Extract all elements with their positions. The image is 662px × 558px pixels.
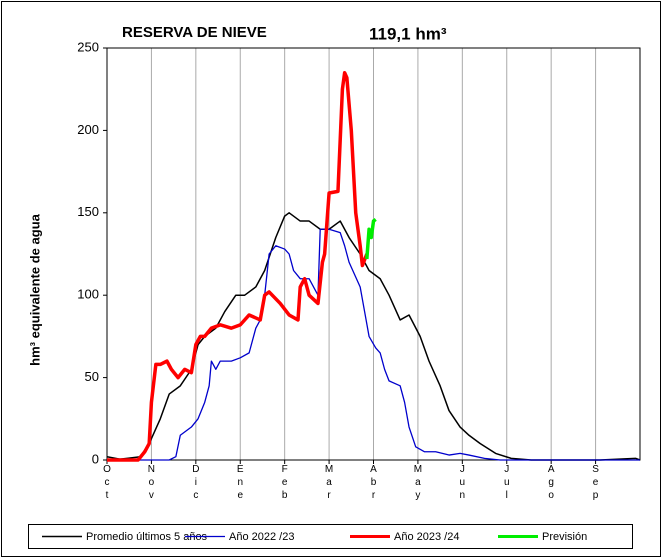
x-tick-label: Feb [279, 464, 290, 503]
x-tick-label: Ene [235, 464, 246, 503]
chart-title: RESERVA DE NIEVE [122, 24, 267, 41]
x-tick-label: Jul [501, 464, 512, 503]
series-line [107, 70, 369, 462]
y-tick-label: 50 [85, 369, 99, 384]
y-tick-label: 200 [77, 122, 99, 137]
x-tick-label: Oct [102, 464, 113, 503]
x-tick-label: Jun [457, 464, 468, 503]
y-tick-label: 100 [77, 287, 99, 302]
legend-label: Año 2023 /24 [394, 531, 459, 543]
x-tick-label: Abr [368, 464, 379, 503]
x-tick-label: Nov [146, 464, 157, 503]
chart-subtitle: 119,1 hm³ [369, 24, 447, 43]
plot-area [106, 47, 641, 461]
y-axis-label: hm³ equivalente de agua [27, 213, 42, 365]
series-line [365, 217, 377, 260]
legend-label: Año 2022 /23 [229, 531, 294, 543]
legend-label: Previsión [542, 531, 587, 543]
y-tick-label: 250 [77, 39, 99, 54]
x-tick-label: Sep [590, 464, 601, 503]
x-tick-label: Dic [190, 464, 201, 503]
x-tick-label: May [412, 464, 423, 503]
y-tick-label: 150 [77, 204, 99, 219]
x-tick-label: Mar [324, 464, 335, 503]
legend-label: Promedio últimos 5 años [86, 531, 208, 543]
x-tick-label: Ago [546, 464, 557, 503]
y-tick-label: 0 [92, 451, 99, 466]
